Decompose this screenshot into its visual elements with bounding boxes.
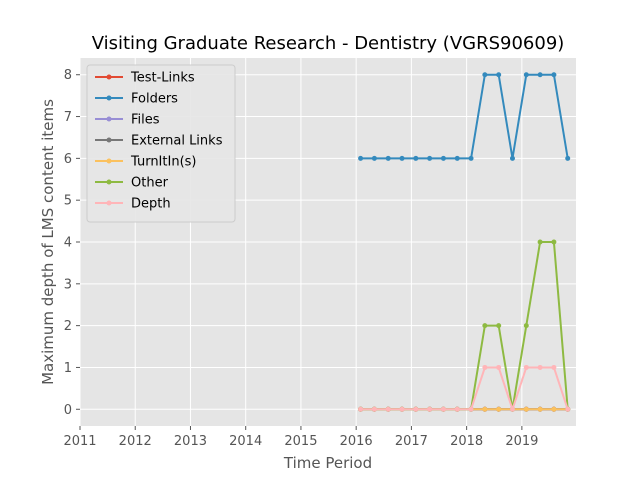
x-tick-label: 2016 <box>340 434 373 449</box>
legend-marker-turnitin-s <box>106 158 112 164</box>
x-axis-label: Time Period <box>283 454 372 472</box>
data-point-depth <box>427 406 433 412</box>
data-point-turnitin-s <box>482 406 488 412</box>
data-point-folders <box>399 155 405 161</box>
data-point-folders <box>509 155 515 161</box>
data-point-folders <box>454 155 460 161</box>
legend-marker-depth <box>106 200 112 206</box>
series-lines <box>358 72 571 412</box>
data-point-turnitin-s <box>523 406 529 412</box>
data-point-folders <box>565 155 571 161</box>
x-tick-label: 2018 <box>450 434 483 449</box>
data-point-folders <box>468 155 474 161</box>
data-point-other <box>537 239 543 245</box>
data-point-other <box>551 239 557 245</box>
legend-marker-external-links <box>106 137 112 143</box>
y-tick-label: 6 <box>64 152 72 167</box>
axis-ticks: 2011 2012 2013 2014 2015 2016 2017 2018 2019 0 1 2 3… <box>63 68 538 449</box>
y-tick-label: 8 <box>64 68 72 83</box>
data-point-folders <box>440 155 446 161</box>
data-point-folders <box>537 72 543 78</box>
legend-label-other: Other <box>131 176 169 191</box>
y-tick-label: 3 <box>64 277 72 292</box>
data-point-depth <box>358 406 364 412</box>
data-point-depth <box>496 364 502 370</box>
x-tick-label: 2013 <box>174 434 207 449</box>
data-point-depth <box>565 406 571 412</box>
series-line-folders <box>360 73 569 160</box>
series-depth <box>358 364 571 412</box>
legend-marker-files <box>106 116 112 122</box>
x-tick-label: 2012 <box>119 434 152 449</box>
data-point-depth <box>440 406 446 412</box>
legend-label-folders: Folders <box>131 92 178 107</box>
data-point-depth <box>537 364 543 370</box>
x-tick-label: 2017 <box>395 434 428 449</box>
data-point-depth <box>523 364 529 370</box>
data-point-turnitin-s <box>551 406 557 412</box>
legend-label-test-links: Test-Links <box>130 71 195 86</box>
legend-label-external-links: External Links <box>131 134 223 149</box>
y-tick-label: 7 <box>64 110 72 125</box>
data-point-folders <box>385 155 391 161</box>
data-point-depth <box>399 406 405 412</box>
legend-label-depth: Depth <box>131 197 171 212</box>
data-point-turnitin-s <box>496 406 502 412</box>
x-tick-label: 2015 <box>284 434 317 449</box>
legend-marker-other <box>106 179 112 185</box>
data-point-folders <box>523 72 529 78</box>
y-tick-label: 2 <box>64 319 72 334</box>
data-point-folders <box>413 155 419 161</box>
series-folders <box>358 72 571 161</box>
data-point-folders <box>371 155 377 161</box>
y-tick-label: 4 <box>64 236 72 251</box>
data-point-depth <box>509 406 515 412</box>
data-point-depth <box>468 406 474 412</box>
data-point-folders <box>427 155 433 161</box>
legend-label-turnitin-s: TurnItIn(s) <box>130 155 196 170</box>
data-point-other <box>523 323 529 329</box>
x-tick-label: 2011 <box>63 434 96 449</box>
data-point-folders <box>358 155 364 161</box>
legend: Test-Links Folders Files External Links Turn… <box>86 64 236 223</box>
y-tick-label: 5 <box>64 194 72 209</box>
data-point-folders <box>496 72 502 78</box>
legend-box <box>86 64 236 223</box>
x-tick-label: 2019 <box>505 434 538 449</box>
legend-marker-folders <box>106 95 112 101</box>
data-point-depth <box>454 406 460 412</box>
series-line-depth <box>360 366 569 411</box>
data-point-depth <box>551 364 557 370</box>
data-point-folders <box>482 72 488 78</box>
y-tick-label: 0 <box>64 403 72 418</box>
data-point-depth <box>385 406 391 412</box>
data-point-folders <box>551 72 557 78</box>
data-point-turnitin-s <box>537 406 543 412</box>
data-point-depth <box>413 406 419 412</box>
chart-title: Visiting Graduate Research - Dentistry (… <box>92 33 565 54</box>
data-point-depth <box>482 364 488 370</box>
y-tick-label: 1 <box>64 361 72 376</box>
legend-label-files: Files <box>131 113 160 128</box>
data-point-depth <box>371 406 377 412</box>
x-tick-label: 2014 <box>229 434 262 449</box>
y-axis-label: Maximum depth of LMS content items <box>39 99 57 385</box>
data-point-other <box>482 323 488 329</box>
legend-marker-test-links <box>106 74 112 80</box>
data-point-other <box>496 323 502 329</box>
